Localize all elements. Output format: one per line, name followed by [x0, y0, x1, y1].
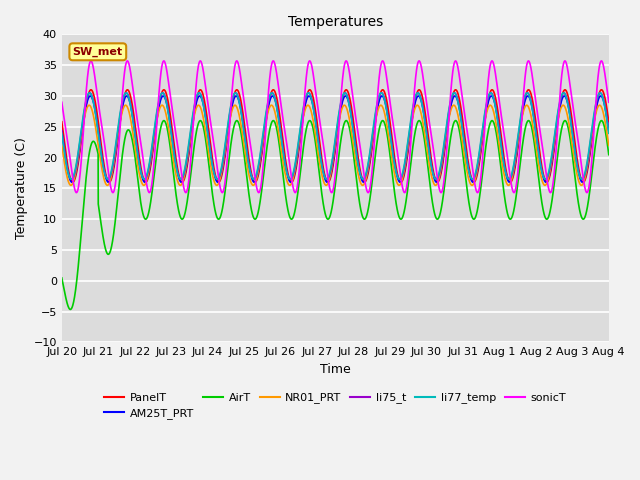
- sonicT: [211, 145, 218, 151]
- PanelT: [211, 169, 218, 175]
- li77_temp: [58, 131, 66, 136]
- li75_t: [487, 90, 495, 96]
- Title: Temperatures: Temperatures: [287, 15, 383, 29]
- NR01_PRT: [398, 177, 406, 182]
- AM25T_PRT: [389, 149, 397, 155]
- li77_temp: [286, 176, 294, 182]
- Line: li77_temp: li77_temp: [62, 93, 609, 179]
- Line: NR01_PRT: NR01_PRT: [62, 105, 609, 185]
- li77_temp: [175, 174, 183, 180]
- li77_temp: [268, 90, 276, 96]
- li75_t: [211, 171, 218, 177]
- Legend: PanelT, AM25T_PRT, AirT, NR01_PRT, li75_t, li77_temp, sonicT: PanelT, AM25T_PRT, AirT, NR01_PRT, li75_…: [100, 388, 570, 423]
- NR01_PRT: [605, 141, 612, 147]
- NR01_PRT: [211, 180, 218, 186]
- li77_temp: [389, 151, 397, 156]
- AM25T_PRT: [58, 128, 66, 134]
- li75_t: [605, 128, 612, 133]
- Line: AM25T_PRT: AM25T_PRT: [62, 96, 609, 182]
- sonicT: [389, 119, 397, 124]
- sonicT: [553, 133, 561, 139]
- PanelT: [398, 178, 406, 184]
- PanelT: [553, 125, 561, 131]
- sonicT: [255, 190, 262, 195]
- li75_t: [398, 173, 406, 179]
- li77_temp: [553, 114, 561, 120]
- AM25T_PRT: [211, 174, 219, 180]
- li75_t: [506, 176, 513, 182]
- li75_t: [175, 174, 183, 180]
- NR01_PRT: [58, 143, 66, 148]
- li75_t: [58, 128, 66, 133]
- AM25T_PRT: [605, 127, 612, 133]
- NR01_PRT: [389, 160, 397, 166]
- NR01_PRT: [175, 181, 183, 187]
- AM25T_PRT: [553, 122, 561, 128]
- li77_temp: [605, 129, 612, 135]
- sonicT: [175, 152, 183, 158]
- NR01_PRT: [67, 182, 75, 188]
- li77_temp: [399, 171, 406, 177]
- AirT: [553, 158, 561, 164]
- PanelT: [175, 173, 183, 179]
- Y-axis label: Temperature (C): Temperature (C): [15, 137, 28, 240]
- li75_t: [605, 127, 612, 132]
- NR01_PRT: [553, 123, 561, 129]
- AirT: [389, 174, 397, 180]
- PanelT: [605, 118, 612, 123]
- PanelT: [69, 180, 77, 185]
- AirT: [605, 151, 612, 156]
- Line: PanelT: PanelT: [62, 90, 609, 182]
- li75_t: [388, 146, 396, 152]
- sonicT: [605, 98, 612, 104]
- AirT: [598, 118, 605, 123]
- AirT: [58, 275, 66, 281]
- li75_t: [553, 117, 561, 122]
- Line: AirT: AirT: [62, 120, 609, 310]
- Text: SW_met: SW_met: [73, 47, 123, 57]
- AM25T_PRT: [177, 180, 185, 185]
- sonicT: [379, 58, 387, 64]
- PanelT: [58, 119, 66, 125]
- li77_temp: [211, 172, 218, 178]
- AirT: [175, 210, 183, 216]
- PanelT: [389, 140, 397, 145]
- PanelT: [598, 87, 605, 93]
- AM25T_PRT: [399, 176, 406, 182]
- sonicT: [399, 184, 406, 190]
- AirT: [67, 307, 74, 312]
- AirT: [398, 215, 406, 221]
- li77_temp: [605, 131, 612, 136]
- sonicT: [605, 99, 612, 105]
- AirT: [605, 152, 612, 157]
- AirT: [211, 205, 218, 211]
- X-axis label: Time: Time: [320, 363, 351, 376]
- Line: sonicT: sonicT: [62, 61, 609, 192]
- AM25T_PRT: [175, 176, 183, 182]
- NR01_PRT: [605, 143, 612, 148]
- NR01_PRT: [596, 102, 604, 108]
- sonicT: [58, 99, 66, 105]
- AM25T_PRT: [605, 128, 612, 134]
- PanelT: [605, 119, 612, 125]
- AM25T_PRT: [159, 93, 167, 99]
- Line: li75_t: li75_t: [62, 93, 609, 179]
